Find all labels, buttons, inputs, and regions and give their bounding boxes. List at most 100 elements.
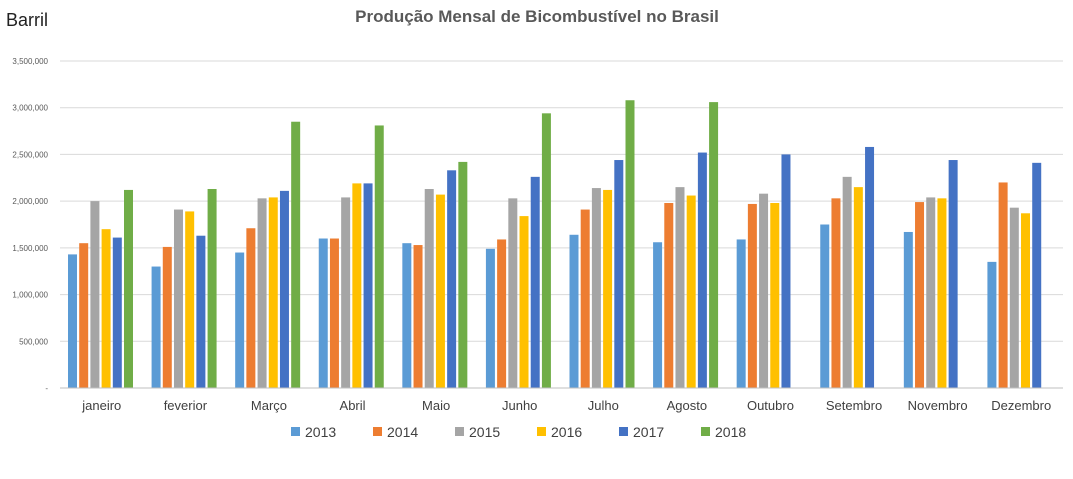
legend-label: 2015 [469,424,500,440]
bar-2017 [112,237,122,388]
bar-2013 [318,238,328,388]
bar-2016 [770,203,780,388]
legend-swatch-2016 [537,427,546,436]
legend-label: 2013 [305,424,336,440]
y-tick-label: 2,500,000 [12,150,48,159]
bar-2017 [781,154,791,388]
bar-2013 [68,254,77,388]
bar-2015 [926,197,936,388]
bar-2013 [485,248,495,388]
x-tick-label: Junho [502,398,537,413]
x-tick-label: Novembro [908,398,968,413]
bar-2017 [447,170,457,388]
bar-2017 [363,183,373,388]
bar-2018 [625,100,635,389]
legend-swatch-2018 [701,427,710,436]
chart-title: Produção Mensal de Bicombustível no Bras… [355,7,719,26]
x-tick-label: feverior [164,398,208,413]
legend: 2013 2014 2015 2016 2017 2018 [291,424,746,440]
y-axis-label: Barril [6,10,48,30]
bar-2016 [519,216,529,388]
bar-2016 [185,211,195,388]
bar-2013 [402,243,412,388]
bar-2013 [235,252,245,388]
bar-2015 [257,198,267,388]
y-tick-label: 3,500,000 [12,57,48,66]
bar-2014 [664,203,674,388]
bar-2017 [279,190,289,388]
bar-2014 [497,239,507,388]
y-tick-label: 1,500,000 [12,244,48,253]
legend-swatch-2015 [455,427,464,436]
bar-2014 [580,209,590,388]
bar-2013 [820,224,830,388]
x-tick-label: janeiro [81,398,121,413]
bar-2015 [173,209,183,388]
bar-2013 [736,239,746,388]
bar-2015 [759,193,769,388]
x-tick-label: Março [251,398,287,413]
bar-2014 [413,245,423,388]
bar-2018 [709,102,719,388]
bar-2017 [948,160,958,388]
bar-2016 [352,183,362,388]
legend-swatch-2017 [619,427,628,436]
legend-swatch-2013 [291,427,300,436]
legend-label: 2016 [551,424,582,440]
bar-2016 [603,189,613,388]
bar-2016 [686,195,696,388]
bar-2017 [1032,162,1042,388]
legend-label: 2017 [633,424,664,440]
bar-2018 [207,188,217,388]
y-tick-label: 2,000,000 [12,197,48,206]
bar-2015 [1009,207,1019,388]
bar-2015 [424,188,434,388]
bar-2014 [246,228,256,388]
bar-2014 [998,182,1008,388]
x-tick-label: Julho [588,398,619,413]
bar-2018 [374,125,384,389]
y-tick-label: 3,000,000 [12,104,48,113]
x-tick-label: Dezembro [991,398,1051,413]
bar-2016 [853,187,863,388]
bar-2014 [162,246,172,388]
bar-2016 [1021,213,1031,388]
bar-2014 [79,243,89,388]
x-tick-label: Setembro [826,398,882,413]
bar-2015 [842,176,852,388]
x-tick-label: Abril [340,398,366,413]
bar-2016 [101,229,111,388]
bar-2014 [915,202,925,388]
bar-2018 [541,113,551,388]
x-tick-label: Outubro [747,398,794,413]
bar-2015 [591,188,601,388]
bar-2013 [987,261,997,388]
bars [68,100,1042,389]
bar-2014 [831,198,841,388]
bar-2013 [903,231,913,388]
y-tick-label: 1,000,000 [12,291,48,300]
bar-2013 [569,234,579,388]
bar-2015 [675,187,685,388]
y-tick-label: - [45,384,48,393]
bar-2013 [151,266,161,388]
bar-2017 [697,152,707,388]
bar-2017 [614,160,624,388]
y-tick-label: 500,000 [19,337,48,346]
bar-2014 [747,203,757,388]
bar-2018 [291,121,301,388]
bar-2018 [124,189,133,388]
gridlines [60,60,1063,342]
bar-2016 [268,197,278,388]
bar-2016 [937,198,947,388]
bar-2015 [341,197,351,388]
legend-label: 2014 [387,424,418,440]
bar-2017 [196,235,206,388]
bar-2013 [653,242,663,388]
axes: - 500,000 1,000,000 1,500,000 2,000,000 2,500… [12,57,1063,413]
x-tick-label: Agosto [667,398,707,413]
bar-2018 [458,161,468,388]
x-tick-label: Maio [422,398,450,413]
